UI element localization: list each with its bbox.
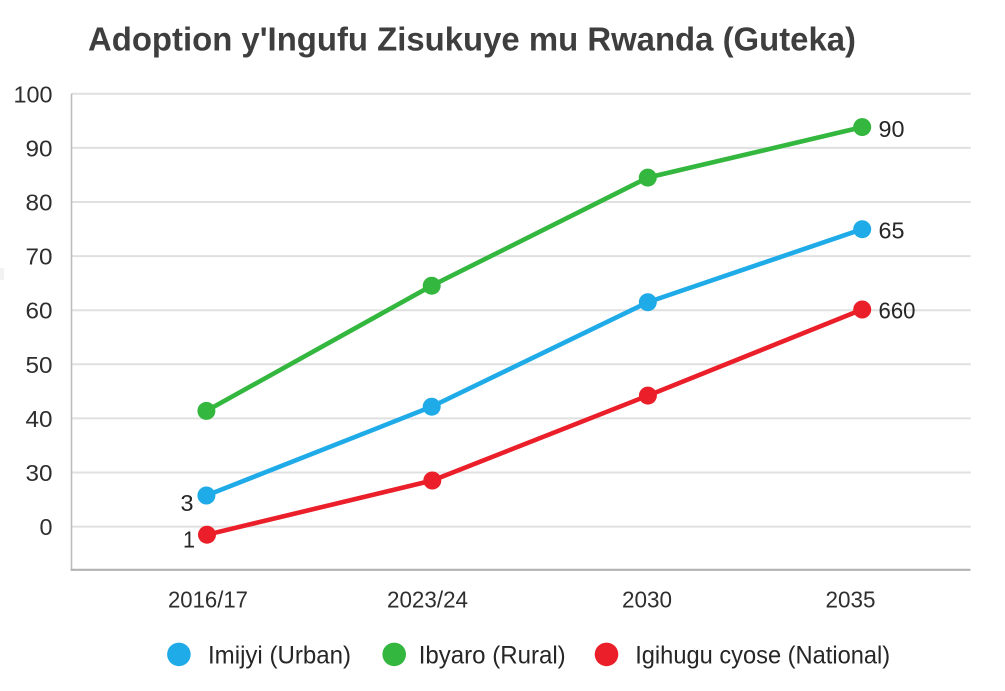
svg-text:100: 100: [14, 81, 53, 107]
svg-text:90: 90: [26, 135, 53, 161]
svg-text:1: 1: [183, 527, 195, 553]
svg-text:30: 30: [26, 460, 53, 486]
svg-text:70: 70: [26, 244, 53, 270]
svg-text:40: 40: [26, 406, 53, 432]
svg-text:Igihugu cyose (National): Igihugu cyose (National): [635, 642, 890, 670]
svg-text:Adoption y'Ingufu Zisukuye mu: Adoption y'Ingufu Zisukuye mu Rwanda (Gu…: [88, 21, 856, 58]
svg-text:2016/17: 2016/17: [168, 587, 248, 613]
svg-text:90: 90: [879, 116, 905, 142]
svg-text:50: 50: [26, 352, 53, 378]
svg-text:Imijyi (Urban): Imijyi (Urban): [208, 642, 351, 670]
svg-text:0: 0: [40, 514, 53, 540]
svg-text:3: 3: [181, 490, 194, 516]
svg-text:60: 60: [26, 298, 53, 324]
svg-text:660: 660: [879, 298, 916, 324]
svg-text:2030: 2030: [622, 587, 672, 613]
svg-text:2023/24: 2023/24: [387, 587, 468, 613]
svg-text:Ibyaro (Rural): Ibyaro (Rural): [419, 642, 566, 670]
svg-text:2035: 2035: [826, 587, 876, 613]
svg-text:65: 65: [879, 217, 905, 243]
svg-text:80: 80: [26, 190, 53, 216]
